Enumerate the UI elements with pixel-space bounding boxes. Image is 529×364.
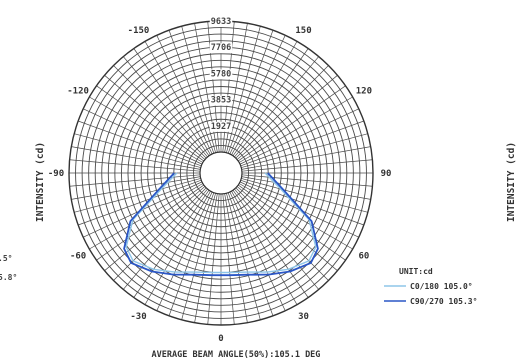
legend-entry-c0-180: C0/180 105.0° bbox=[410, 282, 473, 291]
angle-tick-label: 120 bbox=[356, 87, 372, 97]
grid-ring bbox=[186, 138, 256, 208]
cropped-legend-fragment-1: .5° bbox=[0, 254, 12, 263]
legend-unit: UNIT:cd bbox=[399, 267, 433, 276]
polar-grid bbox=[68, 20, 374, 326]
legend-entry-c90-270: C90/270 105.3° bbox=[410, 297, 477, 306]
ring-value-label: 9633 bbox=[211, 17, 231, 27]
curve-c0-180 bbox=[125, 172, 317, 274]
angle-tick-label: -90 bbox=[48, 169, 64, 179]
grid-ring bbox=[101, 53, 341, 293]
grid-ring bbox=[127, 79, 315, 267]
grid-ring bbox=[75, 27, 367, 319]
grid-ring bbox=[88, 40, 354, 306]
center-ring bbox=[199, 151, 243, 195]
curve-c90-270 bbox=[123, 172, 319, 277]
grid-ring bbox=[140, 92, 302, 254]
grid-ring bbox=[179, 131, 263, 215]
angle-tick-label: -30 bbox=[130, 312, 146, 322]
angle-tick-label: -120 bbox=[67, 87, 89, 97]
ring-label-background bbox=[209, 121, 233, 132]
legend: UNIT:cd C0/180 105.0° C90/270 105.3° bbox=[384, 267, 477, 306]
cropped-legend-fragment-2: 5.8° bbox=[0, 273, 17, 282]
angle-tick-label: 60 bbox=[358, 252, 369, 262]
grid-ring bbox=[81, 33, 361, 313]
ring-label-background bbox=[209, 17, 233, 27]
ring-value-label: 5780 bbox=[211, 69, 231, 79]
angle-tick-label: 30 bbox=[298, 312, 309, 322]
grid-ring bbox=[107, 59, 335, 287]
angle-tick-label: -150 bbox=[128, 26, 150, 36]
ring-label-background bbox=[209, 95, 233, 106]
chart-labels: 1927 3853 5780 7706 9633 0 30 -30 60 -60 90 -90 120 -… bbox=[48, 17, 392, 344]
grid-ring bbox=[192, 144, 249, 201]
grid-ring bbox=[166, 118, 276, 228]
grid-ring bbox=[153, 105, 289, 241]
average-beam-angle: AVERAGE BEAM ANGLE(50%):105.1 DEG bbox=[152, 350, 321, 360]
intensity-curves bbox=[123, 172, 319, 277]
grid-ring bbox=[114, 66, 328, 280]
grid-ring bbox=[134, 86, 308, 260]
ring-value-label: 7706 bbox=[211, 43, 231, 53]
y-axis-label-left: INTENSITY (cd) bbox=[35, 142, 46, 222]
angle-tick-label: 150 bbox=[295, 26, 311, 36]
y-axis-label-right: INTENSITY (cd) bbox=[506, 142, 517, 222]
ring-label-background bbox=[209, 43, 233, 54]
angle-tick-label: -60 bbox=[70, 252, 86, 262]
ring-label-background bbox=[209, 69, 233, 80]
ring-value-label: 3853 bbox=[211, 96, 231, 106]
ring-value-label: 1927 bbox=[211, 122, 231, 132]
angle-tick-label: 0 bbox=[218, 334, 223, 344]
grid-ring bbox=[160, 112, 282, 234]
angle-tick-label: 90 bbox=[381, 169, 392, 179]
